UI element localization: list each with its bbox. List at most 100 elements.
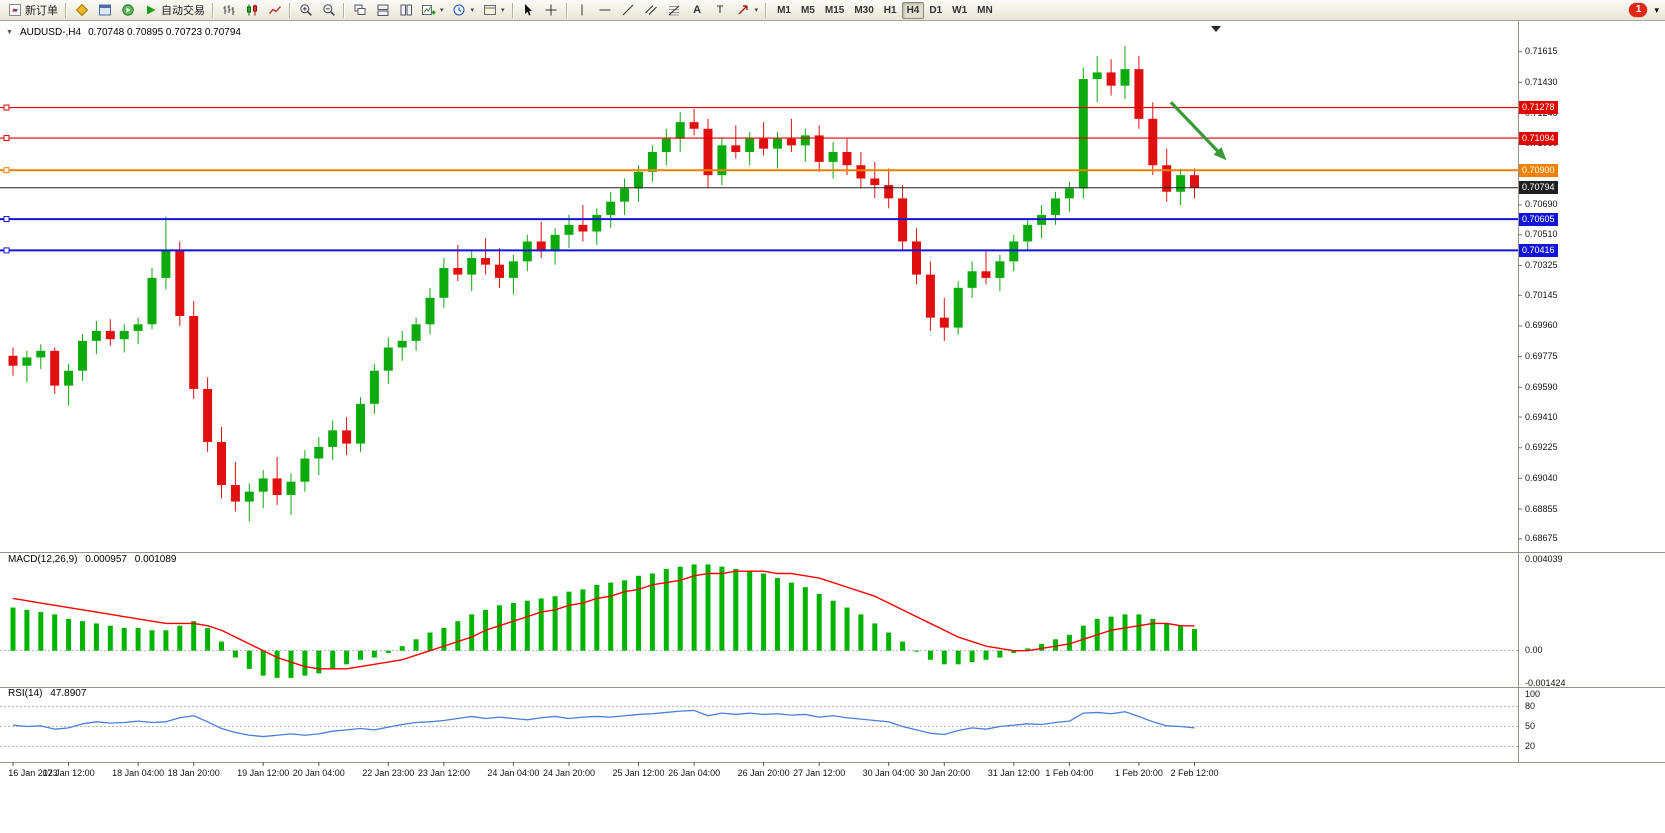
line-handle[interactable]: [3, 247, 10, 254]
rsi-axis-value: 50: [1525, 721, 1536, 731]
dropdown-arrow-icon: ▾: [470, 7, 475, 14]
candlestick-chart-button[interactable]: [240, 1, 263, 19]
candle-body-bull: [411, 324, 421, 341]
macd-histogram-bar: [427, 632, 433, 651]
macd-histogram-bar: [1066, 634, 1072, 651]
templates-button[interactable]: ▾: [478, 1, 509, 19]
fibonacci-button[interactable]: [663, 1, 686, 19]
candle-body-bull: [1023, 224, 1033, 242]
macd-histogram-bar: [205, 627, 211, 651]
indicators-button[interactable]: ▾: [417, 1, 448, 19]
horizontal-line-button[interactable]: [594, 1, 617, 19]
candle-body-bull: [314, 446, 324, 459]
data-window-button[interactable]: [93, 1, 116, 19]
price-axis-value: 0.68675: [1525, 533, 1558, 544]
timeframe-button-w1[interactable]: W1: [947, 2, 972, 19]
time-axis-value: 24 Jan 20:00: [542, 768, 596, 778]
time-axis-value: 16 Jan 2023: [8, 768, 58, 778]
crosshair-button[interactable]: [540, 1, 563, 19]
macd-histogram-bar: [38, 612, 44, 651]
macd-histogram-bar: [886, 632, 892, 651]
line-chart-button[interactable]: [263, 1, 286, 19]
macd-histogram-bar: [552, 596, 558, 651]
timeframe-button-h1[interactable]: H1: [879, 2, 902, 19]
candle-body-bull: [91, 330, 101, 341]
price-axis-value: 0.69590: [1525, 381, 1558, 392]
macd-axis-value: 0.00: [1525, 645, 1543, 656]
cascade-windows-icon: [352, 3, 367, 18]
candle-body-bear: [925, 274, 935, 318]
line-handle[interactable]: [3, 216, 10, 223]
macd-histogram-bar: [246, 650, 252, 669]
timeframe-button-m30[interactable]: M30: [849, 2, 878, 19]
templates-icon: [482, 3, 497, 18]
periods-button[interactable]: ▾: [448, 1, 479, 19]
timeframe-button-m15[interactable]: M15: [820, 2, 849, 19]
trendline-button[interactable]: [617, 1, 640, 19]
macd-histogram-bar: [677, 566, 683, 651]
autotrading-button[interactable]: 自动交易: [139, 1, 209, 19]
macd-axis-value: -0.001424: [1525, 677, 1566, 688]
navigator-button[interactable]: [116, 1, 139, 19]
macd-histogram-bar: [10, 607, 16, 651]
arrows-icon: [736, 3, 751, 18]
collapse-arrow-icon[interactable]: ▼: [6, 29, 13, 36]
macd-histogram-bar: [274, 650, 280, 678]
zoom-in-button[interactable]: [294, 1, 317, 19]
toolbar-separator: [212, 2, 214, 18]
chart-window[interactable]: ▼ AUDUSD-,H4 0.70748 0.70895 0.70723 0.7…: [0, 21, 1665, 833]
macd-histogram-bar: [1150, 618, 1156, 651]
zoom-out-button[interactable]: [317, 1, 340, 19]
indicators-icon: [421, 3, 436, 18]
chart-shift-marker[interactable]: [1211, 26, 1221, 32]
candle-body-bull: [592, 214, 602, 232]
vertical-line-button[interactable]: [571, 1, 594, 19]
macd-histogram-bar: [399, 646, 405, 651]
timeframe-button-m5[interactable]: M5: [796, 2, 820, 19]
macd-histogram-bar: [830, 600, 836, 651]
zoom-in-icon: [298, 3, 313, 18]
macd-histogram-bar: [288, 650, 294, 678]
timeframe-button-h4[interactable]: H4: [901, 1, 925, 19]
label-button[interactable]: T: [709, 1, 732, 19]
candle-body-bull: [647, 151, 657, 172]
sell-arrow-shaft[interactable]: [1169, 101, 1219, 152]
bar-chart-button[interactable]: [217, 1, 240, 19]
candle-body-bull: [78, 340, 87, 371]
macd-histogram-bar: [997, 650, 1003, 658]
chart-title: ▼ AUDUSD-,H4 0.70748 0.70895 0.70723 0.7…: [6, 27, 241, 38]
cursor-button[interactable]: [517, 1, 540, 19]
chart-canvas[interactable]: [0, 21, 1665, 833]
macd-axis-value: 0.004039: [1525, 553, 1563, 564]
toolbar-separator: [765, 2, 768, 18]
line-handle[interactable]: [3, 167, 10, 174]
candle-body-bull: [1064, 188, 1074, 199]
candle-body-bear: [1190, 175, 1199, 188]
market-watch-button[interactable]: [70, 1, 93, 19]
macd-histogram-bar: [872, 623, 878, 651]
candle-body-bull: [300, 458, 310, 482]
arrows-button[interactable]: ▾: [732, 1, 763, 19]
text-button[interactable]: A: [686, 1, 709, 19]
macd-histogram-bar: [1122, 614, 1128, 651]
timeframe-button-m1[interactable]: M1: [772, 2, 796, 19]
macd-histogram-bar: [705, 564, 711, 651]
toolbar-overflow-icon[interactable]: ▾: [1654, 4, 1659, 15]
timeframe-button-mn[interactable]: MN: [972, 2, 998, 19]
line-handle[interactable]: [3, 104, 10, 111]
dropdown-arrow-icon: ▾: [501, 7, 505, 14]
channel-button[interactable]: [640, 1, 663, 19]
tile-horizontal-button[interactable]: [371, 1, 394, 19]
rsi-value: 47.8907: [50, 688, 87, 699]
line-handle[interactable]: [3, 135, 10, 142]
macd-histogram-bar: [232, 650, 238, 658]
new-order-button[interactable]: 新订单: [3, 1, 62, 19]
candle-body-bull: [1120, 69, 1130, 86]
sell-arrow-head[interactable]: [1213, 147, 1227, 161]
candle-body-bear: [689, 122, 699, 129]
cascade-windows-button[interactable]: [348, 1, 371, 19]
timeframe-button-d1[interactable]: D1: [924, 2, 947, 19]
tile-vertical-button[interactable]: [394, 1, 417, 19]
macd-histogram-bar: [219, 641, 224, 651]
notification-badge[interactable]: 1: [1629, 3, 1648, 17]
